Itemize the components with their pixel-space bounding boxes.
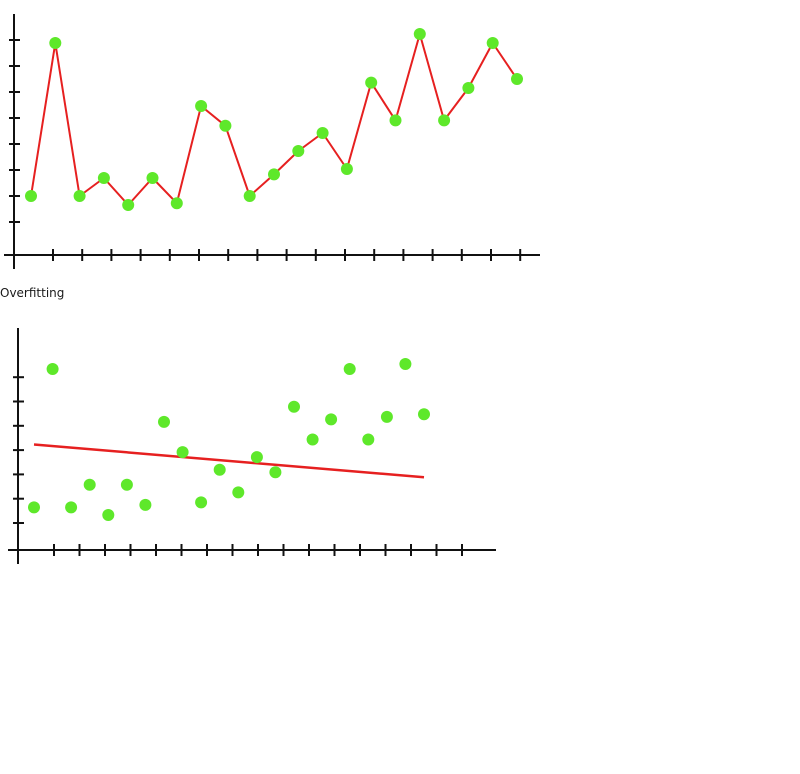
data-point <box>83 478 96 491</box>
data-point <box>292 145 305 157</box>
data-point <box>340 163 353 175</box>
data-point <box>511 73 523 85</box>
data-point <box>380 410 393 423</box>
data-point <box>195 496 208 509</box>
data-point <box>268 168 280 181</box>
data-point <box>399 358 412 370</box>
data-point <box>232 486 245 499</box>
data-point <box>418 408 430 421</box>
data-point <box>195 100 208 112</box>
data-point <box>389 114 402 127</box>
top-line-chart <box>4 14 540 269</box>
data-point <box>73 190 86 202</box>
data-point <box>139 498 152 511</box>
data-point <box>462 82 475 94</box>
data-point <box>46 363 59 375</box>
data-point <box>170 197 183 210</box>
data-point <box>288 400 300 413</box>
data-point <box>25 190 37 202</box>
data-point <box>269 466 282 479</box>
data-point <box>97 172 110 184</box>
data-point <box>243 190 256 202</box>
data-point <box>122 199 135 211</box>
data-point <box>438 114 451 127</box>
data-point <box>362 433 375 446</box>
data-point <box>219 119 232 132</box>
data-point <box>486 37 499 49</box>
data-point <box>413 28 426 40</box>
data-point <box>146 172 159 184</box>
data-point <box>120 478 133 491</box>
data-point <box>325 413 338 426</box>
data-point <box>102 509 115 521</box>
data-point <box>365 76 378 89</box>
data-point <box>65 501 78 514</box>
bottom-scatter-chart <box>8 328 496 564</box>
data-point <box>306 433 319 446</box>
data-point <box>49 37 62 49</box>
data-point <box>250 451 263 464</box>
data-point <box>176 446 189 459</box>
data-point <box>28 501 40 514</box>
data-point <box>158 415 170 428</box>
data-point <box>213 463 226 476</box>
chart-caption-overfitting: Overfitting <box>0 286 64 300</box>
trend-line <box>33 443 425 479</box>
data-point <box>343 363 356 375</box>
data-point <box>316 127 329 139</box>
